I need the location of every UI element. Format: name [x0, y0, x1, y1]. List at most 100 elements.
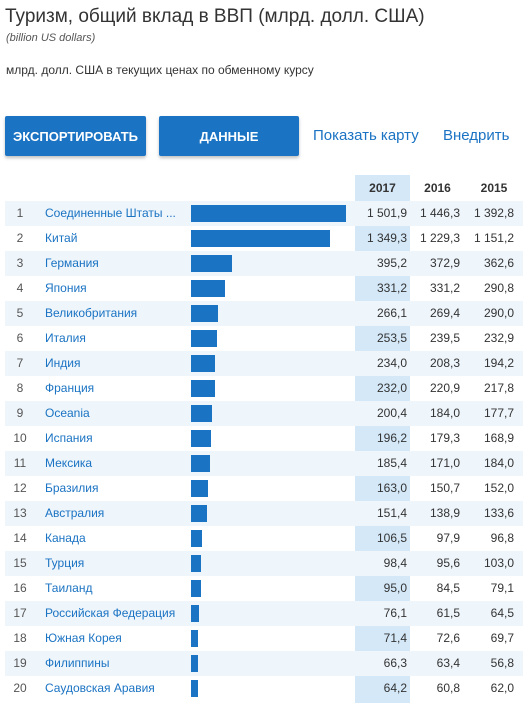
value-cell-2015: 64,5 [490, 606, 514, 620]
value-bar [191, 230, 331, 247]
value-cell-2015: 217,8 [483, 381, 514, 395]
value-cell-2017: 66,3 [383, 656, 407, 670]
value-bar [191, 630, 199, 647]
country-link[interactable]: Германия [45, 256, 99, 270]
value-bar [191, 605, 199, 622]
value-cell-2017: 331,2 [376, 281, 407, 295]
value-bar [191, 205, 346, 222]
row-rank: 8 [16, 381, 24, 395]
row-rank: 6 [16, 331, 24, 345]
table-row: 13 Австралия 151,4 138,9 133,6 [5, 501, 523, 526]
row-rank: 13 [13, 506, 27, 520]
country-link[interactable]: Испания [45, 431, 93, 445]
table-row: 15 Турция 98,4 95,6 103,0 [5, 551, 523, 576]
value-cell-2016: 1 229,3 [419, 231, 460, 245]
value-cell-2015: 62,0 [490, 681, 514, 695]
row-rank: 4 [16, 281, 24, 295]
value-cell-2016: 63,4 [436, 656, 460, 670]
country-link[interactable]: Австралия [45, 506, 105, 520]
country-link[interactable]: Российская Федерация [45, 606, 176, 620]
row-rank: 1 [16, 206, 24, 220]
embed-link[interactable]: Внедрить [443, 127, 510, 144]
country-link[interactable]: Мексика [45, 456, 93, 470]
table-row: 6 Италия 253,5 239,5 232,9 [5, 326, 523, 351]
export-button[interactable]: ЭКСПОРТИРОВАТЬ [5, 116, 146, 156]
value-bar [191, 580, 201, 597]
value-bar [191, 655, 198, 672]
table-row: 18 Южная Корея 71,4 72,6 69,7 [5, 626, 523, 651]
value-cell-2017: 98,4 [383, 556, 407, 570]
country-link[interactable]: Китай [45, 231, 78, 245]
value-cell-2015: 177,7 [483, 406, 514, 420]
country-link[interactable]: Южная Корея [45, 631, 122, 645]
year-header-2016[interactable]: 2016 [424, 181, 451, 195]
country-link[interactable]: Великобритания [45, 306, 138, 320]
value-bar [191, 405, 212, 422]
table-row: 1 Соединенные Штаты ... 1 501,9 1 446,3 1 39… [5, 201, 523, 226]
value-cell-2015: 168,9 [483, 431, 514, 445]
value-cell-2017: 76,1 [383, 606, 407, 620]
country-link[interactable]: Канада [45, 531, 86, 545]
table-row: 5 Великобритания 266,1 269,4 290,0 [5, 301, 523, 326]
value-cell-2016: 331,2 [429, 281, 460, 295]
value-cell-2017: 196,2 [376, 431, 407, 445]
row-rank: 16 [13, 581, 27, 595]
row-rank: 15 [13, 556, 27, 570]
value-cell-2017: 71,4 [383, 631, 407, 645]
row-rank: 9 [16, 406, 24, 420]
country-link[interactable]: Филиппины [45, 656, 110, 670]
table-row: 8 Франция 232,0 220,9 217,8 [5, 376, 523, 401]
table-row: 16 Таиланд 95,0 84,5 79,1 [5, 576, 523, 601]
country-link[interactable]: Соединенные Штаты ... [45, 206, 176, 220]
value-cell-2017: 95,0 [383, 581, 407, 595]
table-row: 4 Япония 331,2 331,2 290,8 [5, 276, 523, 301]
country-link[interactable]: Бразилия [45, 481, 99, 495]
value-bar [191, 380, 215, 397]
country-link[interactable]: Турция [45, 556, 85, 570]
value-cell-2017: 395,2 [376, 256, 407, 270]
row-rank: 18 [13, 631, 27, 645]
country-link[interactable]: Oceania [45, 406, 90, 420]
table-row: 9 Oceania 200,4 184,0 177,7 [5, 401, 523, 426]
country-link[interactable]: Индия [45, 356, 81, 370]
value-cell-2016: 179,3 [429, 431, 460, 445]
value-bar [191, 530, 202, 547]
country-link[interactable]: Япония [45, 281, 87, 295]
year-header-2015[interactable]: 2015 [480, 181, 508, 195]
country-link[interactable]: Италия [45, 331, 86, 345]
value-bar [191, 355, 216, 372]
table-row: 20 Саудовская Аравия 64,2 60,8 62,0 [5, 676, 523, 701]
year-header-2017[interactable]: 2017 [369, 181, 396, 195]
value-bar [191, 680, 198, 697]
value-cell-2017: 185,4 [376, 456, 407, 470]
country-link[interactable]: Таиланд [45, 581, 93, 595]
value-cell-2016: 95,6 [436, 556, 460, 570]
value-cell-2017: 266,1 [376, 306, 407, 320]
country-link[interactable]: Франция [45, 381, 95, 395]
value-cell-2015: 184,0 [483, 456, 514, 470]
row-rank: 12 [13, 481, 27, 495]
country-link[interactable]: Саудовская Аравия [45, 681, 155, 695]
value-cell-2016: 72,6 [436, 631, 460, 645]
value-bar [191, 305, 219, 322]
value-cell-2015: 1 392,8 [473, 206, 514, 220]
value-cell-2017: 234,0 [376, 356, 407, 370]
row-rank: 7 [16, 356, 24, 370]
data-button[interactable]: ДАННЫЕ [159, 116, 299, 156]
table-row: 14 Канада 106,5 97,9 96,8 [5, 526, 523, 551]
row-rank: 14 [13, 531, 27, 545]
value-cell-2016: 1 446,3 [419, 206, 460, 220]
value-cell-2016: 171,0 [429, 456, 460, 470]
unit-note: млрд. долл. США в текущих ценах по обмен… [6, 63, 314, 77]
value-cell-2017: 200,4 [376, 406, 407, 420]
table-header: 2017 2016 2015 [0, 175, 523, 201]
value-cell-2015: 152,0 [483, 481, 514, 495]
show-map-link[interactable]: Показать карту [313, 127, 419, 144]
value-cell-2017: 1 501,9 [366, 206, 407, 220]
row-rank: 17 [13, 606, 27, 620]
table-row: 19 Филиппины 66,3 63,4 56,8 [5, 651, 523, 676]
value-cell-2017: 163,0 [376, 481, 407, 495]
value-cell-2015: 232,9 [483, 331, 514, 345]
row-rank: 19 [13, 656, 27, 670]
row-rank: 2 [16, 231, 24, 245]
